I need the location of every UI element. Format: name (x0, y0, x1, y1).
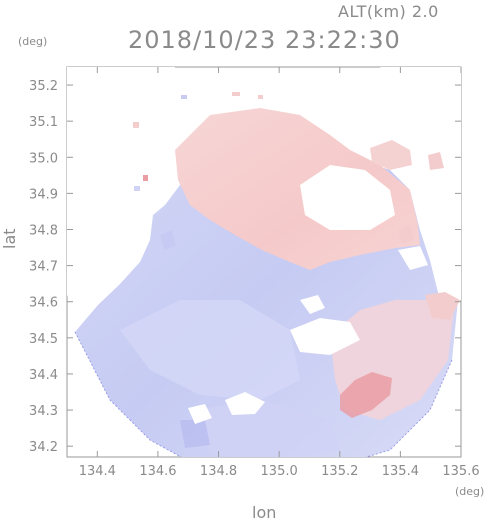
x-tick-label: 135.6 (442, 464, 479, 479)
x-tick-label: 134.8 (200, 464, 237, 479)
y-tick-label: 34.4 (29, 368, 58, 383)
strong-receding-patch (340, 372, 392, 418)
x-tick-label: 135.0 (261, 464, 298, 479)
y-tick-label: 34.5 (29, 332, 58, 347)
x-tick-label: 135.4 (382, 464, 419, 479)
y-tick-label: 34.9 (29, 187, 58, 202)
datetime-title: 2018/10/23 23:22:30 (128, 26, 401, 54)
velocity-field (67, 67, 461, 457)
x-tick-label: 134.4 (79, 464, 116, 479)
y-tick-label: 34.8 (29, 224, 58, 239)
x-tick-label: 135.2 (321, 464, 358, 479)
y-tick-label: 34.7 (29, 260, 58, 275)
y-tick-label: 34.6 (29, 296, 58, 311)
y-tick-label: 35.1 (29, 115, 58, 130)
y-tick-label: 34.2 (29, 440, 58, 455)
x-tick-label: 134.6 (139, 464, 176, 479)
y-unit-label: (deg) (18, 35, 48, 48)
y-tick-label: 34.3 (29, 404, 58, 419)
y-tick-label: 35.0 (29, 151, 58, 166)
y-tick-label: 35.2 (29, 79, 58, 94)
altitude-label: ALT(km) 2.0 (338, 2, 439, 21)
x-axis-label: lon (252, 503, 277, 522)
x-unit-label: (deg) (455, 485, 485, 498)
no-echo-north (300, 165, 395, 230)
